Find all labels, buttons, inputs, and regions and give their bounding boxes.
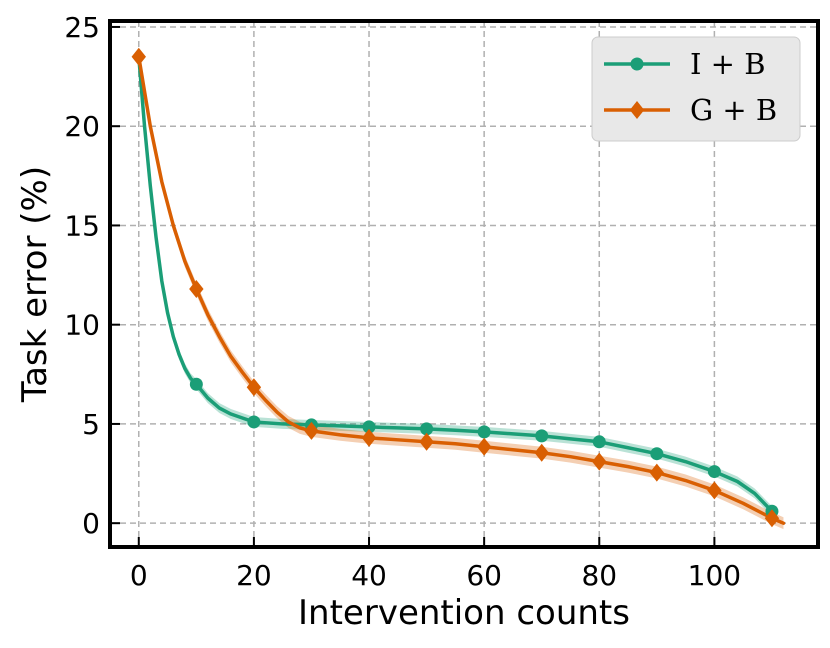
point-i-b xyxy=(535,429,549,443)
x-tick-label: 60 xyxy=(466,559,502,592)
x-tick-label: 20 xyxy=(236,559,272,592)
legend-marker-i-b xyxy=(630,57,644,71)
plot-frame xyxy=(108,19,820,549)
point-g-b xyxy=(189,279,204,298)
line-g-b xyxy=(137,54,786,525)
legend-label: G + B xyxy=(690,93,777,127)
y-tick-label: 25 xyxy=(64,11,100,44)
y-tick-label: 5 xyxy=(82,408,100,441)
point-i-b xyxy=(650,447,664,461)
point-i-b xyxy=(707,465,721,479)
x-tick-label: 80 xyxy=(581,559,617,592)
point-g-b xyxy=(419,432,434,451)
x-tick-label: 40 xyxy=(351,559,387,592)
x-tick-label: 0 xyxy=(130,559,148,592)
point-g-b xyxy=(476,437,492,456)
legend-label: I + B xyxy=(690,47,766,81)
point-i-b xyxy=(592,435,606,449)
point-i-b xyxy=(189,377,203,391)
point-i-b xyxy=(247,415,261,429)
axis-ticks: 0 20 40 60 80 100 0 5 10 15 20 25 xyxy=(64,11,741,592)
point-i-b xyxy=(477,425,491,439)
point-g-b xyxy=(592,452,607,471)
point-i-b xyxy=(362,420,376,434)
y-tick-label: 0 xyxy=(82,507,100,540)
x-tick-label: 100 xyxy=(688,559,741,592)
series-markers xyxy=(131,47,780,528)
y-tick-label: 10 xyxy=(64,309,100,342)
point-i-b xyxy=(420,422,434,436)
y-tick-label: 20 xyxy=(64,110,100,143)
y-tick-label: 15 xyxy=(64,209,100,242)
point-g-b xyxy=(246,378,262,397)
point-g-b xyxy=(361,428,377,447)
y-axis-title: Task error (%) xyxy=(15,166,55,403)
x-axis-title: Intervention counts xyxy=(298,593,630,633)
legend: I + B G + B xyxy=(591,36,801,142)
point-g-b xyxy=(707,481,722,500)
legend-marker-g-b xyxy=(629,101,645,119)
point-g-b xyxy=(131,47,146,66)
point-g-b xyxy=(764,509,780,528)
point-g-b xyxy=(649,463,665,482)
point-g-b xyxy=(304,421,319,440)
point-g-b xyxy=(534,443,549,462)
